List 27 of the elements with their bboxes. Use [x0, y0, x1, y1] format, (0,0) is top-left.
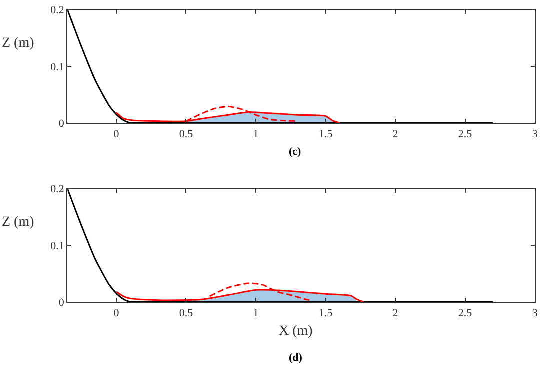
x-tick-label: 2 [392, 128, 398, 140]
x-axis-title: X (m) [279, 324, 314, 339]
y-tick-label: 0.1 [50, 240, 64, 252]
x-tick-label: 0.5 [179, 128, 194, 140]
x-tick-label: 0 [114, 128, 120, 140]
x-tick-label: 1.5 [318, 307, 334, 320]
y-tick-label: 0.1 [50, 61, 64, 74]
x-tick-label: 3 [532, 307, 538, 320]
x-tick-label: 2 [392, 307, 398, 320]
x-tick-label: 1 [253, 307, 259, 320]
y-axis-title: Z (m) [2, 36, 35, 51]
line-series [68, 10, 494, 124]
text: (d) [289, 352, 303, 364]
x-tick-label: 0.5 [179, 307, 194, 320]
x-tick-label: 1.5 [318, 128, 334, 140]
y-tick-label: 0 [58, 296, 65, 309]
y-tick-label: 0.2 [50, 4, 64, 17]
x-tick-label: 2.5 [458, 307, 473, 320]
x-tick-label: 0 [114, 307, 120, 320]
y-tick-label: 0 [58, 118, 65, 130]
text: (c) [289, 146, 302, 158]
x-tick-label: 3 [532, 128, 538, 140]
x-tick-label: 2.5 [458, 128, 473, 140]
y-tick-label: 0.2 [50, 184, 64, 196]
y-axis-title: Z (m) [2, 215, 35, 230]
x-tick-label: 1 [253, 128, 259, 140]
line-series [68, 188, 494, 302]
